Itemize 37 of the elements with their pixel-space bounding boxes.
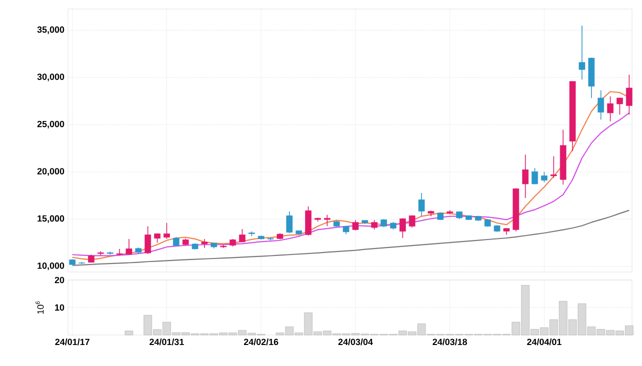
candlestick: [400, 218, 406, 238]
candlestick: [324, 214, 330, 227]
candlestick: [532, 168, 538, 185]
candlestick: [116, 248, 123, 256]
x-tick-label: 24/03/04: [338, 338, 373, 346]
y-tick-label: 10,000: [38, 262, 64, 270]
candlestick: [418, 192, 425, 217]
candlestick: [371, 220, 378, 230]
candlestick: [144, 226, 152, 254]
y-tick-label: 35,000: [37, 26, 64, 34]
candlestick: [164, 222, 170, 240]
candlestick: [607, 96, 614, 122]
x-tick-label: 24/03/18: [432, 338, 468, 346]
candlestick: [352, 220, 359, 231]
y-tick-label: 30,000: [37, 74, 64, 82]
candlestick: [286, 210, 293, 234]
candlestick: [172, 236, 180, 247]
candlestick: [522, 154, 529, 198]
candlestick: [578, 25, 586, 80]
y-tick-label: 25,000: [37, 120, 64, 129]
y-tick-label: 10: [55, 304, 64, 311]
candlestick: [126, 238, 132, 256]
x-tick-label: 24/01/17: [55, 338, 90, 346]
candlestick: [616, 97, 623, 116]
y-axis-title: 10$^{6}$: [36, 301, 44, 314]
x-tick-label: 24/01/31: [150, 338, 184, 346]
x-tick-label: 24/04/01: [527, 338, 562, 346]
candlestick: [598, 90, 604, 120]
y-tick-label: 20: [54, 276, 64, 284]
y-tick-label: 15,000: [38, 215, 64, 223]
candlestick: [408, 214, 416, 228]
candlestick: [541, 172, 548, 183]
candlestick: [626, 74, 632, 116]
y-tick-label: 20,000: [37, 168, 64, 176]
candlestick: [239, 228, 246, 243]
candlestick: [550, 156, 557, 178]
x-tick-label: 24/02/16: [244, 338, 278, 346]
